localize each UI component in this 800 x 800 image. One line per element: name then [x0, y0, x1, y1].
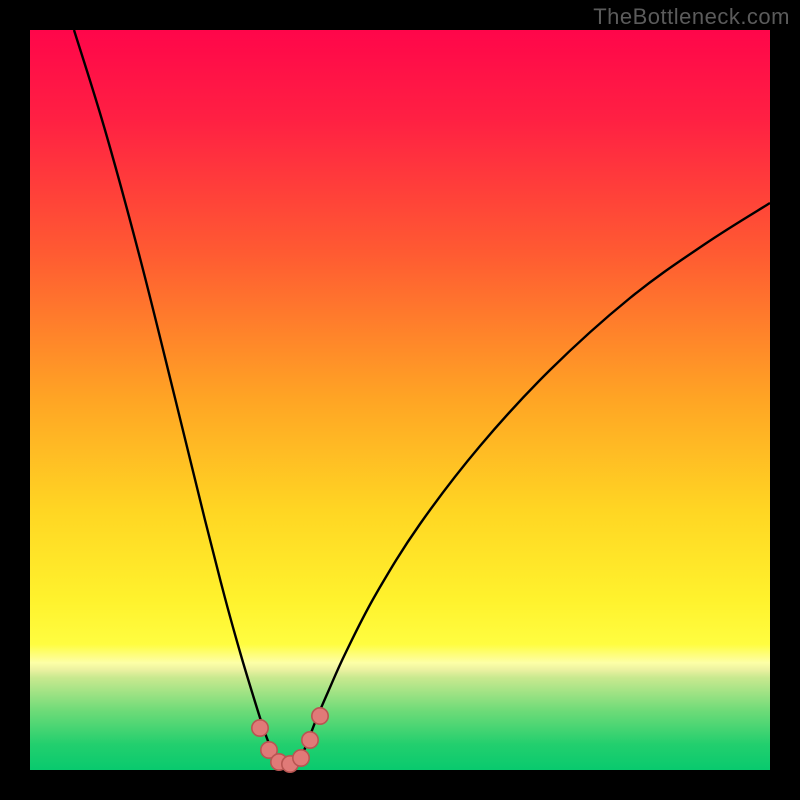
- bottleneck-chart: [0, 0, 800, 800]
- plot-background: [30, 30, 770, 770]
- valley-marker: [312, 708, 328, 724]
- valley-marker: [293, 750, 309, 766]
- watermark-text: TheBottleneck.com: [593, 4, 790, 30]
- valley-marker: [302, 732, 318, 748]
- valley-marker: [252, 720, 268, 736]
